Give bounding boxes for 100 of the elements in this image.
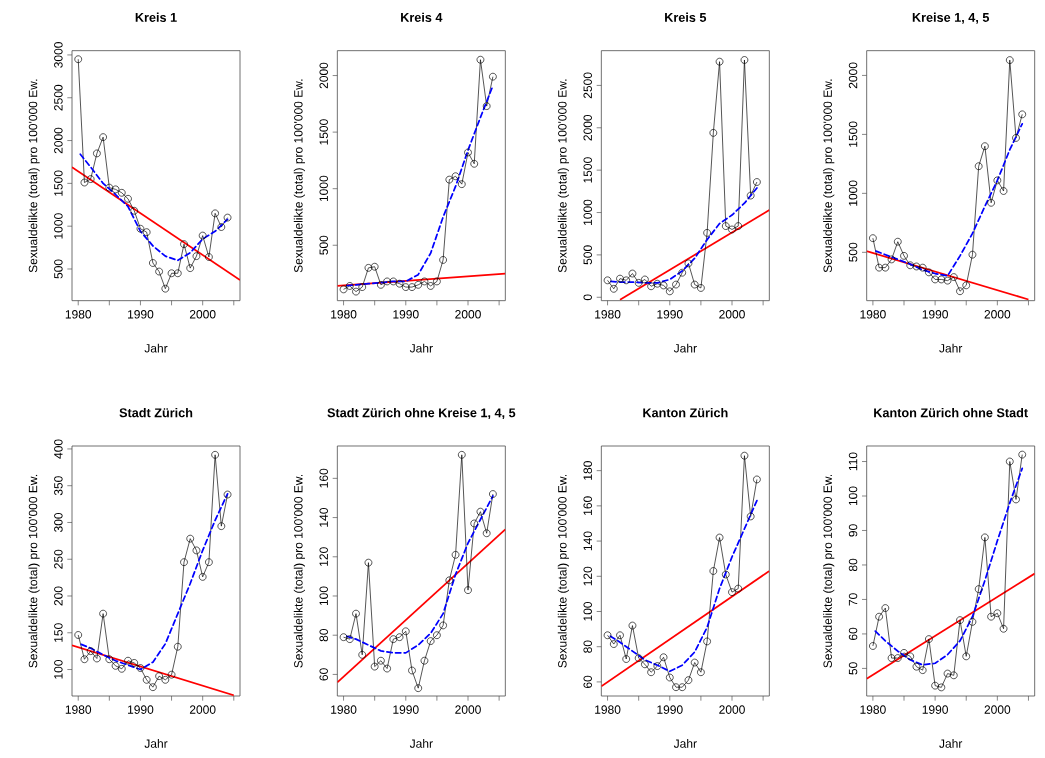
point [93,149,101,158]
point [161,284,170,293]
point [622,276,631,285]
y-tick-label: 2500 [583,72,592,99]
x-axis-title: Jahr [939,343,963,353]
y-tick-label: 80 [583,640,592,653]
point [136,664,145,672]
point [672,280,680,289]
point [634,654,643,662]
point [211,209,219,218]
point [457,451,466,459]
x-tick-label: 1990 [128,310,154,319]
point [130,206,139,215]
point [918,263,927,272]
point [875,263,883,272]
point [155,267,163,276]
y-tick-label: 160 [319,468,328,488]
point [949,671,958,680]
y-tick-label: 110 [848,452,858,471]
point [690,280,699,289]
point [395,633,404,641]
point [912,262,921,271]
y-tick-label: 400 [54,439,63,459]
point [117,188,126,197]
chart-title: Kanton Zürich [643,407,728,418]
point [86,647,95,655]
y-tick-label: 200 [54,586,63,606]
point [641,660,649,669]
point [881,263,890,272]
y-tick-label: 1000 [319,175,328,202]
point [173,269,182,278]
point [445,175,454,184]
y-tick-label: 300 [54,512,63,533]
point [734,584,743,593]
point [377,281,385,289]
point [734,222,743,230]
y-axis-title: Sexualdelikte (total) pro 100'000 Ew. [293,474,305,668]
x-tick-label: 2000 [984,310,1011,319]
point [684,676,693,684]
y-tick-label: 100 [319,586,328,606]
chart-title: Stadt Zürich ohne Kreise 1, 4, 5 [327,407,516,420]
point [647,282,655,291]
point [949,273,958,281]
point [616,631,624,640]
point [603,276,612,285]
point [482,102,491,110]
point [167,670,176,679]
chart-title: Kanton Zürich ohne Stadt [874,407,1028,418]
y-tick-label: 160 [583,496,592,515]
point [875,612,883,621]
point [93,654,101,663]
x-tick-label: 2000 [719,310,745,319]
point [943,276,952,285]
x-tick-label: 1980 [595,705,621,714]
y-tick-label: 1500 [319,119,328,145]
point [124,194,132,203]
y-tick-label: 2000 [583,114,592,141]
point [943,669,952,678]
point [352,287,360,296]
x-tick-label: 2000 [455,310,481,319]
point [869,234,877,242]
y-tick-label: 500 [583,245,592,265]
y-tick-label: 1000 [54,213,63,239]
y-tick-label: 90 [848,524,858,537]
point [900,252,908,260]
point [609,640,618,648]
point [451,551,460,559]
y-axis-title: Sexualdelikte (total) pro 100'000 Ew. [557,79,569,273]
point [117,664,126,673]
point [426,637,435,645]
point [893,237,902,246]
point [401,283,410,291]
x-tick-label: 2000 [719,705,745,714]
point [684,259,693,268]
point [223,213,232,222]
y-tick-label: 150 [54,623,63,642]
point [974,585,983,593]
x-tick-label: 1980 [860,310,886,319]
point [881,604,890,612]
point [136,224,145,233]
point [149,259,157,267]
point [746,512,755,521]
point [433,631,441,640]
point [999,624,1008,633]
point [609,284,618,293]
point [925,635,933,643]
point [99,609,107,618]
y-tick-label: 3000 [54,42,63,68]
y-tick-label: 140 [319,508,328,527]
point [352,609,360,618]
point [956,287,964,296]
point [130,659,139,667]
point [925,268,933,277]
point [887,255,896,264]
point [211,451,219,459]
y-tick-label: 120 [583,566,592,586]
y-tick-label: 500 [319,235,328,255]
point [370,262,379,271]
point [464,586,472,594]
y-axis-title: Sexualdelikte (total) pro 100'000 Ew. [28,79,40,273]
